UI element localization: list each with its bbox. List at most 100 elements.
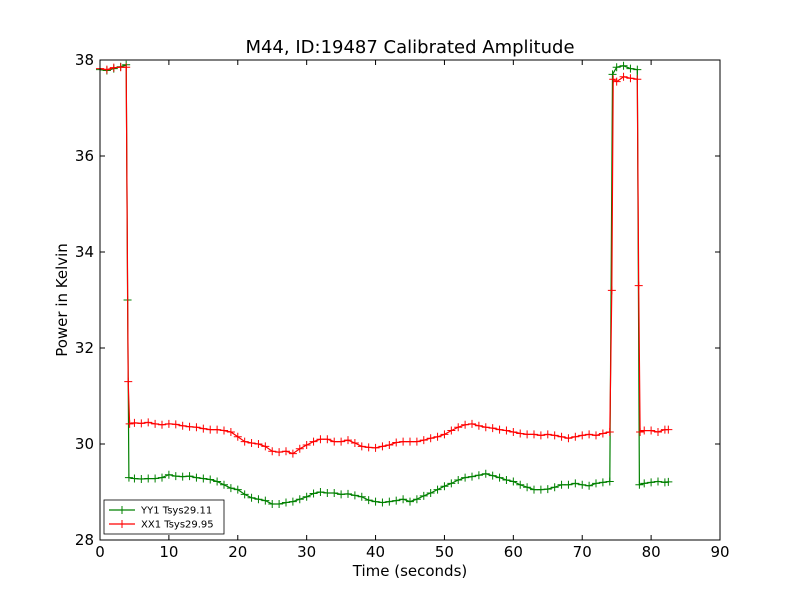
- data-point: [523, 430, 532, 439]
- data-point: [468, 419, 476, 428]
- data-point: [124, 377, 133, 386]
- data-point: [461, 473, 470, 482]
- data-point: [171, 420, 180, 429]
- data-point: [151, 419, 160, 428]
- data-point: [323, 435, 332, 444]
- data-point: [426, 434, 435, 443]
- y-tick-label: 34: [75, 243, 94, 261]
- y-tick-label: 28: [75, 531, 94, 549]
- data-point: [488, 424, 497, 433]
- data-point: [130, 418, 139, 427]
- data-point: [364, 496, 373, 505]
- data-point: [619, 72, 628, 81]
- data-point: [220, 426, 228, 435]
- data-point: [412, 437, 421, 446]
- axis-ticks: 0 10 20 30 40 50 60 70 80 90 28 30 32 34 36 38: [75, 51, 730, 561]
- data-point: [440, 482, 449, 491]
- data-point: [151, 474, 160, 483]
- data-point: [295, 444, 304, 453]
- data-point: [536, 431, 545, 440]
- data-point: [282, 498, 290, 507]
- data-point: [344, 489, 352, 498]
- data-point: [640, 479, 649, 488]
- data-point: [164, 419, 173, 428]
- data-point: [502, 476, 511, 484]
- data-point: [302, 492, 311, 501]
- data-point: [185, 472, 194, 481]
- legend: YY1 Tsys29.11 XX1 Tsys29.95: [103, 499, 225, 535]
- data-point: [605, 428, 614, 436]
- data-point: [550, 431, 559, 440]
- x-tick-label: 30: [297, 543, 316, 561]
- x-tick-label: 40: [366, 543, 385, 561]
- data-point: [137, 419, 146, 428]
- legend-item: YY1 Tsys29.11: [109, 506, 212, 517]
- x-tick-label: 70: [573, 543, 592, 561]
- data-point: [636, 428, 645, 436]
- data-point: [288, 497, 297, 506]
- data-point: [316, 435, 325, 444]
- data-point: [344, 436, 352, 445]
- data-point: [364, 443, 373, 452]
- data-point: [309, 489, 318, 498]
- data-point: [357, 442, 366, 451]
- legend-label: XX1 Tsys29.95: [141, 520, 214, 531]
- data-point: [385, 497, 394, 506]
- data-point: [295, 495, 304, 504]
- series-1: [96, 60, 673, 508]
- data-point: [447, 479, 456, 488]
- chart-title: M44, ID:19487 Calibrated Amplitude: [245, 37, 574, 58]
- data-point: [178, 421, 187, 430]
- data-point: [440, 430, 449, 439]
- data-point: [495, 425, 504, 434]
- data-point: [619, 61, 628, 70]
- data-point: [240, 490, 249, 499]
- data-point: [509, 428, 518, 436]
- data-point: [502, 426, 511, 435]
- data-point: [102, 65, 111, 74]
- data-point: [454, 423, 463, 432]
- data-point: [495, 473, 504, 482]
- x-tick-label: 20: [228, 543, 247, 561]
- data-point: [337, 490, 346, 499]
- data-point: [233, 432, 242, 441]
- series-line: [99, 66, 669, 455]
- data-point: [158, 420, 166, 429]
- data-point: [592, 479, 600, 488]
- data-point: [640, 426, 649, 435]
- data-point: [530, 485, 538, 494]
- data-point: [247, 439, 256, 448]
- data-point: [213, 425, 222, 434]
- data-point: [330, 488, 339, 497]
- data-point: [633, 75, 642, 84]
- data-point: [564, 434, 573, 443]
- data-point: [433, 485, 442, 494]
- legend-box: [103, 499, 225, 535]
- data-point: [337, 437, 346, 446]
- data-point: [626, 74, 635, 83]
- data-point: [268, 447, 277, 456]
- data-point: [607, 286, 616, 295]
- plot-frame: [99, 59, 721, 541]
- data-point: [461, 420, 470, 429]
- data-point: [516, 429, 525, 438]
- x-tick-label: 0: [95, 543, 105, 561]
- data-point: [254, 495, 263, 504]
- data-point: [130, 474, 139, 483]
- data-point: [247, 493, 256, 502]
- data-point: [571, 432, 580, 441]
- data-point: [226, 484, 235, 493]
- data-point: [664, 425, 673, 434]
- data-point: [226, 428, 235, 436]
- data-point: [406, 437, 414, 446]
- data-point: [122, 63, 131, 72]
- y-tick-label: 38: [75, 51, 94, 69]
- data-point: [647, 478, 656, 487]
- data-point: [316, 488, 325, 496]
- data-point: [282, 447, 290, 456]
- data-point: [378, 498, 387, 507]
- data-point: [125, 419, 134, 428]
- data-point: [399, 437, 408, 446]
- data-point: [585, 430, 594, 439]
